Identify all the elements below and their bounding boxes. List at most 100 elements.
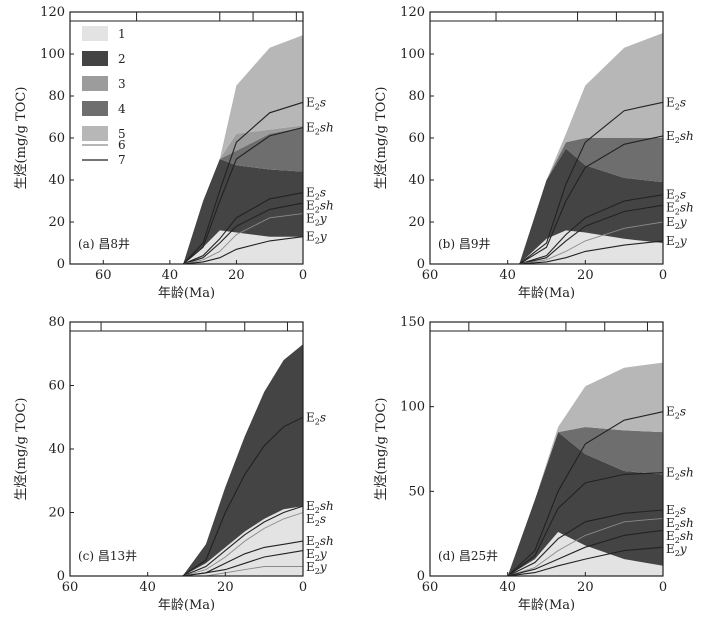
panel-label: (c) 昌13井 [78, 549, 137, 563]
legend-label-1: 1 [118, 27, 126, 41]
y-tick-label: 40 [48, 442, 65, 457]
x-tick-label: 40 [162, 268, 179, 283]
plot-frame [429, 321, 664, 577]
series-label: E2sh [306, 199, 334, 215]
series-label: E2sh [666, 529, 694, 545]
band-class-1 [182, 506, 303, 576]
panel-label: (b) 昌9井 [438, 237, 491, 251]
legend-swatch-4 [82, 101, 108, 116]
legend-swatch-1 [82, 26, 108, 41]
y-tick-label: 80 [48, 89, 65, 104]
y-tick-label: 60 [48, 379, 65, 394]
series-label: E2y [306, 212, 327, 228]
series-line [519, 240, 664, 265]
series-line [519, 194, 664, 265]
x-tick-label: 60 [62, 580, 79, 595]
series-line [507, 529, 664, 577]
y-tick-label: 100 [400, 400, 425, 415]
y-tick-label: 60 [48, 131, 65, 146]
x-tick-label: 0 [299, 268, 307, 283]
series-label: E2sh [306, 121, 334, 137]
series-line [507, 509, 664, 577]
legend-label-6: 6 [118, 138, 126, 152]
y-tick-label: 80 [48, 315, 65, 330]
series-line [507, 411, 664, 577]
y-tick-label: 0 [417, 569, 425, 584]
band-class-4 [507, 427, 663, 576]
band-class-4 [519, 138, 663, 264]
x-tick-label: 0 [659, 268, 667, 283]
series-label: E2y [306, 547, 327, 563]
band-class-2 [182, 344, 303, 576]
y-tick-label: 120 [400, 5, 425, 20]
y-tick-label: 0 [57, 257, 65, 272]
x-tick-label: 60 [422, 580, 439, 595]
y-tick-label: 120 [40, 5, 65, 20]
series-line [518, 101, 664, 265]
legend-label-5: 5 [118, 127, 126, 141]
y-axis-label: 生烃(mg/g TOC) [14, 87, 29, 190]
series-line [182, 126, 304, 265]
series-line [519, 135, 664, 265]
band-class-2 [519, 148, 663, 264]
band-class-4 [183, 127, 303, 264]
series-line [182, 505, 304, 577]
series-line [519, 221, 664, 265]
panel-label: (d) 昌25井 [438, 549, 498, 563]
series-label: E2y [666, 542, 687, 558]
y-tick-label: 20 [48, 506, 65, 521]
series-label: E2s [666, 188, 686, 204]
band-class-2 [183, 159, 303, 264]
band-class-5 [507, 362, 663, 576]
series-label: E2y [666, 215, 687, 231]
y-tick-label: 100 [40, 47, 65, 62]
legend-label-4: 4 [118, 102, 126, 116]
x-axis-label: 年龄(Ma) [518, 598, 575, 613]
x-tick-label: 20 [577, 580, 594, 595]
series-label: E2s [666, 95, 686, 111]
series-line [182, 192, 304, 265]
y-tick-label: 150 [400, 315, 425, 330]
series-label: E2sh [666, 129, 694, 145]
series-line [507, 546, 664, 577]
series-line [183, 202, 304, 265]
y-tick-label: 40 [48, 173, 65, 188]
panel-label: (a) 昌8井 [78, 237, 130, 251]
series-label: E2y [666, 234, 687, 250]
series-line [182, 416, 304, 577]
series-line [519, 204, 664, 265]
y-tick-label: 20 [48, 215, 65, 230]
x-axis-label: 年龄(Ma) [158, 286, 215, 301]
x-tick-label: 0 [299, 580, 307, 595]
band-class-5 [519, 33, 663, 264]
legend-swatch-2 [82, 51, 108, 66]
series-label: E2s [666, 503, 686, 519]
series-label: E2sh [666, 201, 694, 217]
x-tick-label: 20 [228, 268, 245, 283]
series-label: E2y [306, 560, 327, 576]
series-line [182, 101, 304, 265]
x-axis-label: 年龄(Ma) [518, 286, 575, 301]
series-line [183, 213, 304, 265]
x-tick-label: 20 [217, 580, 234, 595]
y-tick-label: 80 [408, 89, 425, 104]
y-axis-label: 生烃(mg/g TOC) [374, 398, 389, 501]
x-tick-label: 40 [139, 580, 156, 595]
series-label: E2s [306, 410, 326, 426]
y-tick-label: 60 [408, 131, 425, 146]
series-label: E2sh [306, 534, 334, 550]
legend-swatch-3 [82, 76, 108, 91]
y-axis-label: 生烃(mg/g TOC) [14, 398, 29, 501]
legend-label-3: 3 [118, 77, 126, 91]
series-label: E2s [306, 95, 326, 111]
series-label: E2y [306, 230, 327, 246]
y-axis-label: 生烃(mg/g TOC) [374, 87, 389, 190]
series-label: E2sh [666, 466, 694, 482]
legend-label-2: 2 [118, 52, 126, 66]
y-tick-label: 0 [417, 257, 425, 272]
legend-swatch-5 [82, 126, 108, 141]
